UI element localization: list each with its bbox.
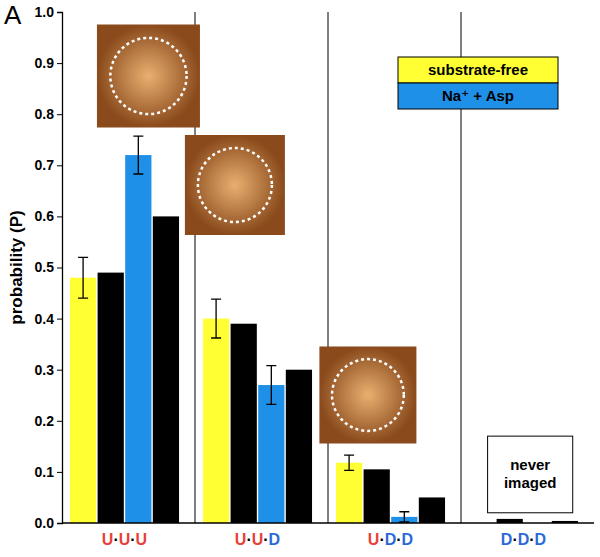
bars [70,136,578,523]
afm-circle [198,148,272,222]
afm-inset [185,135,285,235]
y-tick-mark [57,12,62,13]
y-tick-mark [57,370,62,371]
afm-inset [97,25,200,128]
y-tick: 0.1 [35,464,62,480]
y-tick: 0.7 [35,157,62,173]
legend-label: substrate-free [428,61,528,78]
y-tick-mark [57,268,62,269]
bar [419,497,445,523]
y-tick-label: 0.7 [35,157,55,173]
bar [336,463,362,523]
y-tick: 0.3 [35,362,62,378]
x-tick-label: U·U·U [102,531,147,548]
y-tick-mark [57,63,62,64]
legend-swatch [398,57,558,83]
y-tick-mark [57,421,62,422]
y-tick-label: 0.2 [35,413,55,429]
y-tick-label: 0.8 [35,106,55,122]
y-tick: 0.0 [35,515,62,531]
y-tick: 0.8 [35,106,62,122]
y-tick-label: 0.3 [35,362,55,378]
y-tick-label: 1.0 [35,4,55,20]
error-bar [78,257,88,298]
x-axis-line [62,522,594,523]
afm-image [319,347,416,444]
bar [70,278,96,523]
error-bar [399,512,409,522]
y-tick: 0.4 [35,311,62,327]
afm-circle [110,38,186,114]
y-axis-line [57,13,63,524]
y-tick: 0.2 [35,413,62,429]
afm-circle [332,359,404,431]
y-tick: 0.9 [35,55,62,71]
y-tick: 0.5 [35,259,62,275]
y-tick-mark [57,216,62,217]
x-tick-label: D·D·D [501,531,546,548]
bar [125,155,151,523]
chart: 0.0 0.1 0.2 0.3 0.4 0.5 0.6 0.7 0.8 0.9 1.0 U·U·U U·… [0,0,600,557]
bar [364,469,390,523]
group-separator [328,12,329,523]
y-axis: 0.0 0.1 0.2 0.3 0.4 0.5 0.6 0.7 0.8 0.9 1.0 [35,4,63,531]
error-bar [133,136,143,174]
bar [153,216,179,523]
x-tick-label: U·D·D [368,531,413,548]
y-tick: 0.6 [35,208,62,224]
bar [231,324,257,523]
afm-image [185,135,285,235]
error-bar [211,299,221,338]
y-tick-label: 0.1 [35,464,55,480]
bar [203,319,229,523]
y-tick: 1.0 [35,4,62,20]
legend-label: Na⁺ + Asp [442,87,514,104]
y-tick-label: 0.4 [35,311,55,327]
panel-label: A [4,0,22,30]
y-tick-label: 0.9 [35,55,55,71]
bar [258,385,284,523]
y-tick-mark [57,319,62,320]
y-tick-label: 0.5 [35,259,55,275]
y-tick-mark [57,472,62,473]
plot: 0.0 0.1 0.2 0.3 0.4 0.5 0.6 0.7 0.8 0.9 1.0 U·U·U U·… [35,4,594,548]
error-bar [266,366,276,405]
bar [286,370,312,523]
afm-image [97,25,200,128]
y-tick-mark [57,114,62,115]
y-tick-mark [57,165,62,166]
x-tick-label: U·U·D [235,531,280,548]
y-tick-label: 0.0 [35,515,55,531]
y-axis-title: probability (P) [7,210,26,324]
y-tick-label: 0.6 [35,208,55,224]
legend: substrate-free Na⁺ + Asp [398,57,558,109]
annotation-box [488,436,573,513]
legend-swatch [398,83,558,109]
afm-inset [319,347,416,444]
error-bar [344,455,354,470]
y-tick-mark [57,523,62,524]
bar [98,273,124,523]
annotation: neverimaged [504,456,557,491]
